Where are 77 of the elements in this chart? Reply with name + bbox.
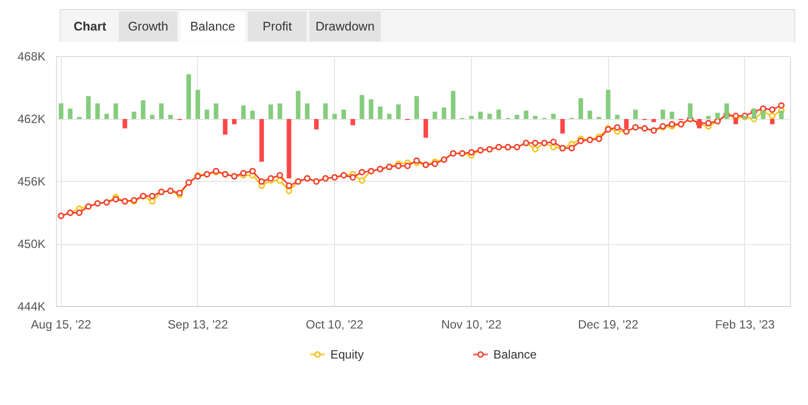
bar xyxy=(378,106,382,119)
bar xyxy=(469,116,474,119)
bar xyxy=(606,90,610,119)
y-tick-label: 444K xyxy=(17,300,46,314)
bar xyxy=(332,114,337,119)
bar xyxy=(387,114,392,119)
bar xyxy=(588,110,592,119)
bar xyxy=(396,104,401,119)
bar xyxy=(614,114,620,119)
bar xyxy=(560,119,565,134)
x-tick-label: Aug 15, '22 xyxy=(30,318,92,332)
bar xyxy=(150,114,155,119)
bar xyxy=(514,114,520,119)
x-tick-label: Sep 13, '22 xyxy=(168,318,228,332)
bar xyxy=(204,110,210,119)
bar xyxy=(214,103,218,119)
bar xyxy=(424,119,428,138)
bar xyxy=(524,110,528,119)
bar xyxy=(660,110,666,119)
bar xyxy=(241,105,246,119)
bar xyxy=(268,104,274,119)
bar xyxy=(450,90,456,119)
bar xyxy=(58,103,64,119)
bar xyxy=(286,119,292,178)
x-tick-label: Nov 10, '22 xyxy=(441,318,502,332)
bar xyxy=(159,103,164,119)
bar xyxy=(304,103,310,119)
legend-label: Balance xyxy=(493,348,538,362)
bar xyxy=(222,119,228,135)
y-tick-label: 456K xyxy=(17,174,46,188)
bar xyxy=(113,103,118,119)
bar xyxy=(296,90,300,119)
x-tick-label: Oct 10, '22 xyxy=(306,318,364,332)
bar xyxy=(314,119,319,130)
text: Growth xyxy=(128,20,168,34)
bar xyxy=(442,108,446,119)
legend-label: Equity xyxy=(330,348,364,362)
bar xyxy=(496,110,502,119)
bar xyxy=(168,114,173,119)
bar xyxy=(68,108,72,119)
bar xyxy=(122,119,128,128)
bar xyxy=(551,114,556,119)
text: Chart xyxy=(74,20,108,34)
bar xyxy=(532,116,538,119)
bar xyxy=(368,99,374,119)
y-tick-label: 468K xyxy=(17,50,46,64)
bar xyxy=(86,96,91,119)
bar xyxy=(278,103,282,119)
bar xyxy=(651,119,656,122)
text: Profit xyxy=(262,20,292,34)
bar xyxy=(132,112,136,119)
bar xyxy=(633,110,638,119)
bar xyxy=(104,114,109,119)
bar xyxy=(196,90,200,119)
bar xyxy=(323,103,328,119)
bar xyxy=(578,98,584,119)
bar xyxy=(432,112,438,119)
y-tick-label: 450K xyxy=(17,237,46,251)
bar xyxy=(670,112,674,119)
x-tick-label: Dec 19, '22 xyxy=(578,318,639,332)
x-tick-label: Feb 13, '23 xyxy=(715,318,776,332)
bar xyxy=(140,100,146,119)
text: Drawdown xyxy=(315,20,375,34)
bar xyxy=(95,103,100,119)
bar xyxy=(350,119,356,126)
bar xyxy=(724,103,729,119)
bar xyxy=(341,110,346,119)
bar xyxy=(360,95,364,119)
text: Balance xyxy=(190,20,236,34)
bar xyxy=(414,96,419,119)
bar xyxy=(250,110,255,119)
bar xyxy=(487,114,492,119)
y-tick-label: 462K xyxy=(17,112,46,126)
bar xyxy=(186,74,191,119)
bar xyxy=(259,119,264,162)
bar xyxy=(232,119,237,124)
bar xyxy=(478,112,483,119)
